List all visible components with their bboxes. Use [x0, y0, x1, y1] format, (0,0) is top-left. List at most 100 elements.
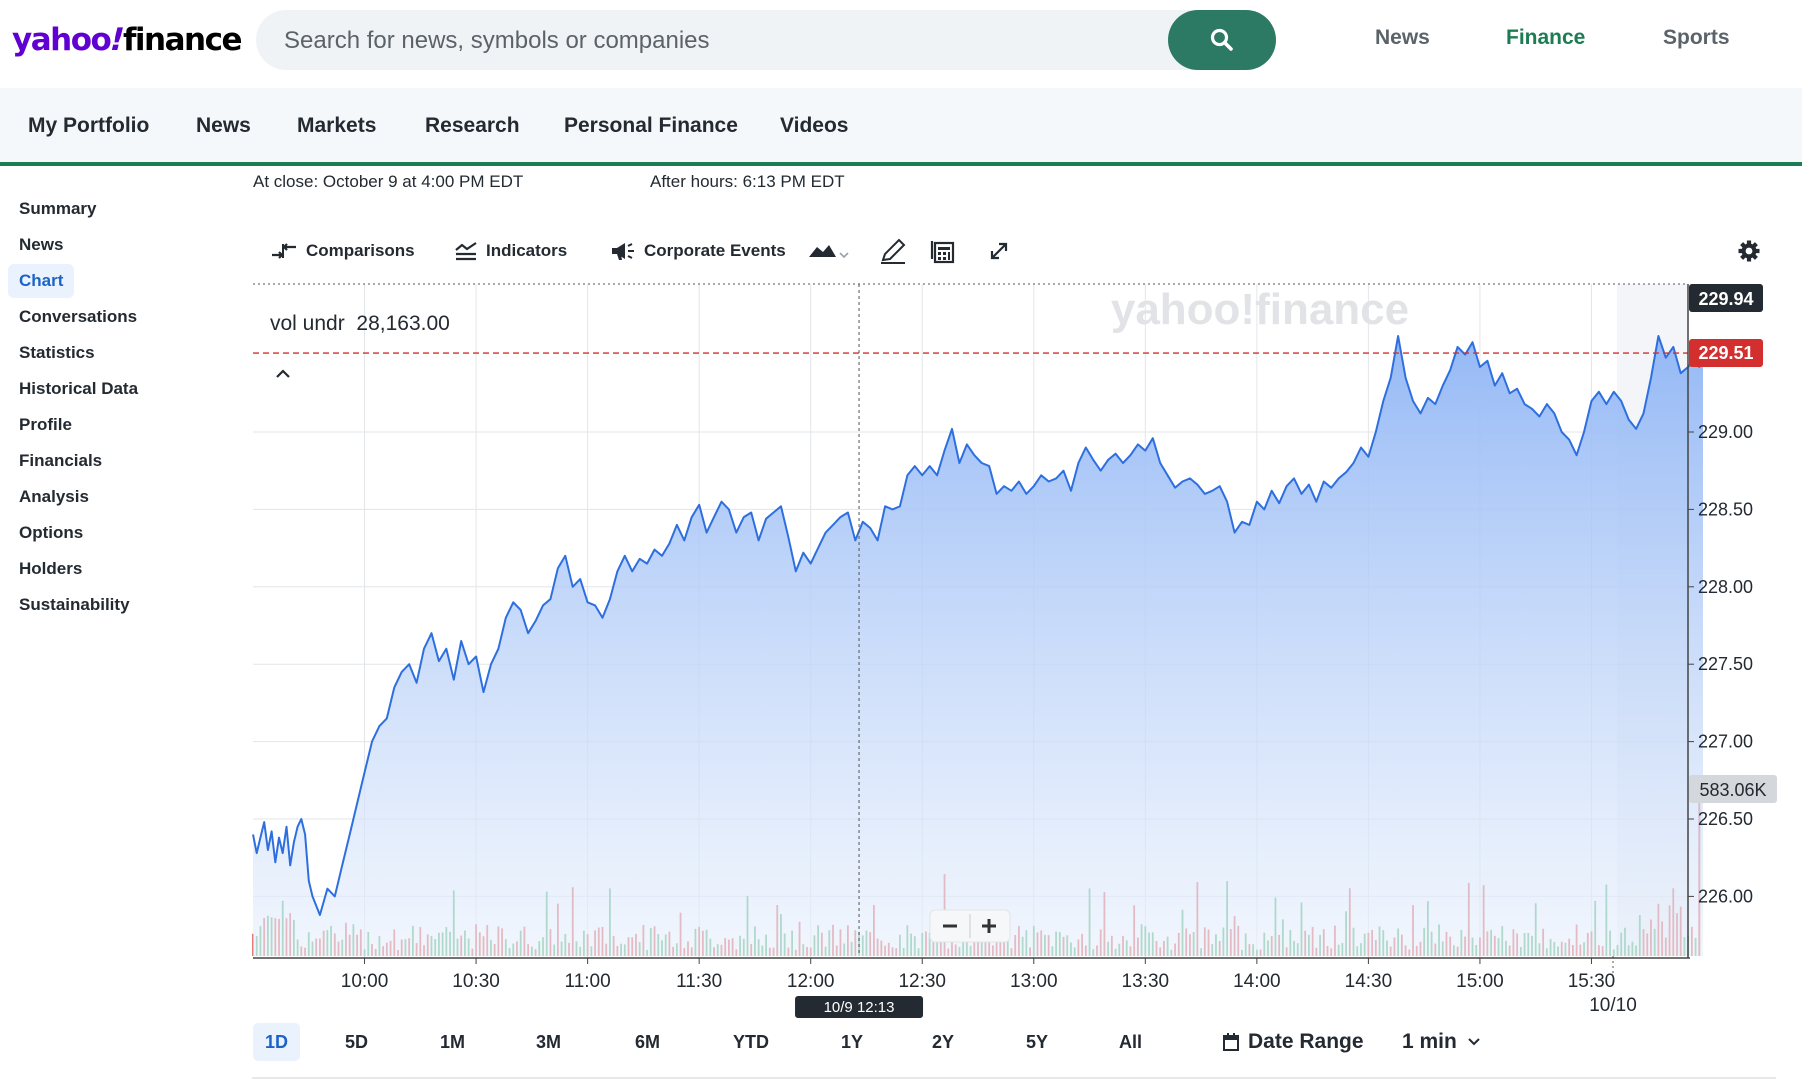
x-tick-label: 10:00	[341, 971, 389, 992]
corporate-events-button[interactable]: Corporate Events	[610, 236, 786, 266]
zoom-controls	[929, 909, 1011, 943]
x-tick-label: 11:00	[565, 971, 611, 992]
sidebar-item-profile[interactable]: Profile	[19, 415, 72, 434]
zoom-out-button[interactable]	[932, 912, 968, 940]
x-tick-label: 11:30	[676, 971, 722, 992]
volume-max-label: 583.06K	[1699, 780, 1766, 800]
comparisons-label: Comparisons	[306, 241, 415, 260]
top-link-sports[interactable]: Sports	[1663, 26, 1730, 49]
search-icon	[1210, 28, 1233, 51]
volume-under-readout: vol undr 28,163.00	[270, 312, 450, 336]
current-price-badge: 229.51	[1689, 339, 1763, 368]
comparisons-icon	[272, 243, 296, 259]
x-tick-label: 15:30	[1568, 971, 1616, 992]
zoom-in-button[interactable]	[972, 912, 1008, 940]
calculator-button[interactable]	[930, 236, 956, 266]
sidebar-item-analysis[interactable]: Analysis	[19, 487, 89, 506]
expand-icon	[990, 242, 1008, 260]
crosshair-date-label: 10/9 12:13	[824, 999, 895, 1016]
x-tick-label: 12:00	[787, 971, 835, 992]
date-range-label: Date Range	[1248, 1030, 1364, 1053]
y-tick-label: 228.00	[1698, 577, 1753, 597]
price-area	[253, 336, 1703, 956]
chevron-up-icon[interactable]	[271, 362, 295, 386]
chart-settings-button[interactable]	[1737, 236, 1761, 266]
indicators-label: Indicators	[486, 241, 568, 260]
y-tick-label: 229.00	[1698, 422, 1753, 442]
current-price-label: 229.51	[1698, 343, 1753, 363]
calculator-icon	[930, 241, 955, 264]
sidebar-item-conversations[interactable]: Conversations	[19, 307, 138, 326]
sidebar-item-chart[interactable]: Chart	[8, 264, 75, 298]
sidebar-item-financials[interactable]: Financials	[19, 451, 103, 470]
yahoo-finance-logo[interactable]: yahoo!finance	[12, 22, 243, 58]
nav-news[interactable]: News	[196, 114, 251, 137]
range-2y[interactable]: 2Y	[932, 1032, 955, 1052]
x-tick-label: 14:00	[1233, 971, 1281, 992]
gear-icon	[1738, 240, 1760, 262]
range-ytd[interactable]: YTD	[733, 1032, 769, 1052]
x-axis-ticks: 10:00 10:30 11:00 11:30 12:00 12:30 13:00 13:30…	[341, 958, 1615, 992]
interval-label: 1 min	[1402, 1030, 1457, 1053]
calendar-icon	[1223, 1033, 1239, 1051]
bottom-divider	[252, 1077, 1776, 1079]
sidebar-item-summary[interactable]: Summary	[19, 199, 97, 218]
top-link-finance[interactable]: Finance	[1506, 26, 1586, 49]
range-1m[interactable]: 1M	[440, 1032, 466, 1052]
sidebar-item-options[interactable]: Options	[19, 523, 84, 542]
range-6m[interactable]: 6M	[635, 1032, 661, 1052]
nav-research[interactable]: Research	[425, 114, 520, 137]
sidebar-item-historical-data[interactable]: Historical Data	[19, 379, 139, 398]
search-input[interactable]	[282, 10, 1166, 72]
high-price-badge: 229.94	[1689, 284, 1763, 312]
sidebar-item-statistics[interactable]: Statistics	[19, 343, 95, 362]
y-tick-label: 226.00	[1698, 886, 1753, 906]
range-5y[interactable]: 5Y	[1026, 1032, 1049, 1052]
vol-value: 28,163.00	[356, 312, 450, 335]
search-button[interactable]	[1168, 10, 1276, 70]
chevron-down-icon	[1468, 1038, 1480, 1046]
nav-markets[interactable]: Markets	[297, 114, 377, 137]
draw-button[interactable]	[878, 236, 908, 266]
search-bar	[256, 10, 1276, 72]
nav-my-portfolio[interactable]: My Portfolio	[28, 114, 150, 137]
volume-max-badge: 583.06K	[1689, 775, 1777, 803]
nav-videos[interactable]: Videos	[780, 114, 849, 137]
x-tick-label: 12:30	[898, 971, 946, 992]
at-close-time: At close: October 9 at 4:00 PM EDT	[253, 172, 524, 191]
price-line	[252, 335, 1704, 916]
y-tick-label: 228.50	[1698, 499, 1753, 519]
top-header: yahoo!finance News Finance Sports	[0, 0, 1802, 88]
pencil-icon	[881, 238, 906, 264]
next-day-label: 10/10	[1589, 995, 1637, 1016]
sidebar-item-news[interactable]: News	[19, 235, 64, 254]
top-link-news[interactable]: News	[1375, 26, 1430, 49]
range-3m[interactable]: 3M	[536, 1032, 562, 1052]
range-1y[interactable]: 1Y	[841, 1032, 864, 1052]
x-tick-label: 15:00	[1456, 971, 1504, 992]
indicators-button[interactable]: Indicators	[454, 236, 567, 266]
y-tick-label: 227.50	[1698, 654, 1753, 674]
range-all[interactable]: All	[1119, 1032, 1143, 1052]
range-1d[interactable]: 1D	[253, 1023, 301, 1061]
x-tick-label: 13:30	[1122, 971, 1170, 992]
sidebar-item-sustainability[interactable]: Sustainability	[19, 595, 130, 614]
nav-personal-finance[interactable]: Personal Finance	[564, 114, 738, 137]
y-tick-label: 227.00	[1698, 732, 1753, 752]
x-tick-label: 10:30	[452, 971, 500, 992]
x-tick-label: 14:30	[1345, 971, 1393, 992]
sidebar-item-holders[interactable]: Holders	[19, 559, 83, 578]
vol-label: vol undr	[270, 312, 345, 335]
date-range-button[interactable]: Date Range	[1222, 1023, 1364, 1061]
comparisons-button[interactable]: Comparisons	[270, 236, 415, 266]
range-5d[interactable]: 5D	[345, 1032, 369, 1052]
high-price-label: 229.94	[1698, 289, 1753, 309]
interval-dropdown[interactable]: 1 min	[1402, 1023, 1481, 1061]
y-axis-ticks: 229.00 228.50 228.00 227.50 227.00 226.50 226.…	[1688, 422, 1753, 906]
chart-type-dropdown[interactable]	[808, 236, 850, 266]
megaphone-icon	[612, 243, 634, 260]
expand-button[interactable]	[988, 236, 1010, 266]
chart-watermark: yahoo!finance	[1111, 285, 1409, 334]
x-tick-label: 13:00	[1010, 971, 1058, 992]
